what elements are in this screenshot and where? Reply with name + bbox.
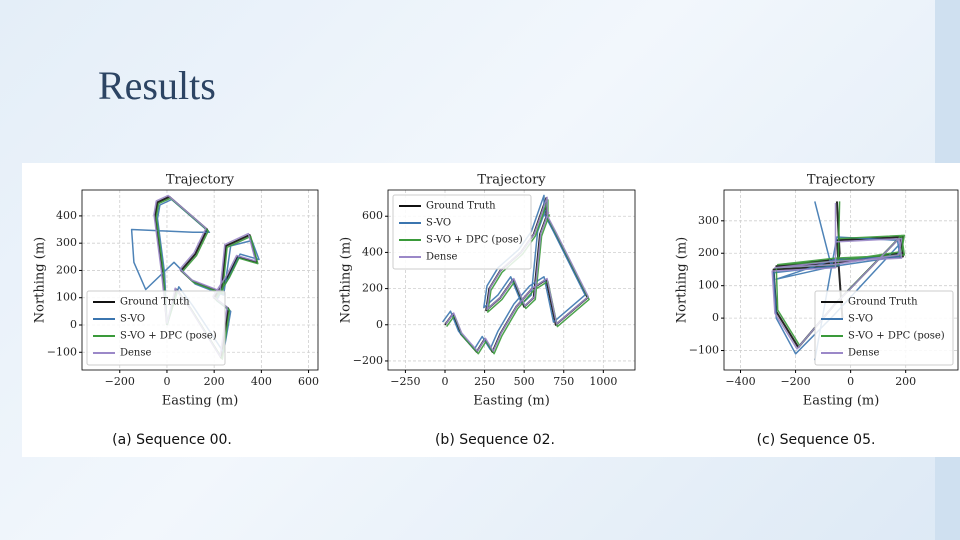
x-axis-label: Easting (m): [473, 394, 550, 409]
y-tick-label: 300: [698, 214, 719, 227]
y-axis-label: Northing (m): [33, 237, 48, 323]
y-tick-label: −200: [353, 354, 383, 367]
x-tick-label: −250: [390, 375, 420, 388]
x-tick-label: 200: [895, 375, 916, 388]
x-tick-label: 400: [251, 375, 272, 388]
trajectory-line: [445, 196, 590, 352]
chart-title: Trajectory: [477, 173, 546, 188]
x-tick-label: 250: [474, 375, 495, 388]
legend-label: Dense: [426, 252, 458, 263]
y-tick-label: 0: [712, 311, 719, 324]
y-tick-label: 200: [362, 282, 383, 295]
y-tick-label: 200: [56, 263, 77, 276]
y-tick-label: 200: [698, 246, 719, 259]
axes-frame: [81, 189, 319, 371]
y-tick-label: 400: [56, 209, 77, 222]
legend-label: Dense: [120, 348, 152, 359]
trajectory-line: [130, 198, 260, 354]
trajectory-line: [441, 194, 586, 350]
caption: (b) Sequence 02.: [435, 432, 555, 448]
trajectory-line: [775, 201, 906, 347]
caption: (a) Sequence 00.: [112, 432, 232, 448]
y-tick-label: −100: [47, 345, 77, 358]
legend-label: S-VO: [120, 314, 145, 325]
legend-label: S-VO + DPC (pose): [426, 235, 523, 246]
legend-label: Dense: [848, 348, 880, 359]
x-axis-label: Easting (m): [162, 394, 239, 409]
x-tick-label: 200: [204, 375, 225, 388]
legend-label: Ground Truth: [848, 297, 918, 308]
legend-box: [814, 290, 954, 366]
x-tick-label: −200: [780, 375, 810, 388]
x-axis-label: Easting (m): [803, 394, 880, 409]
chart-title: Trajectory: [807, 173, 876, 188]
y-tick-label: 600: [362, 209, 383, 222]
legend-label: S-VO + DPC (pose): [120, 331, 217, 342]
chart-title: Trajectory: [166, 173, 235, 188]
y-axis-label: Northing (m): [675, 237, 690, 323]
x-tick-label: 0: [163, 375, 170, 388]
caption: (c) Sequence 05.: [757, 432, 876, 448]
y-axis-label: Northing (m): [339, 237, 354, 323]
x-tick-label: 600: [298, 375, 319, 388]
y-tick-label: 300: [56, 236, 77, 249]
legend-label: Ground Truth: [120, 297, 190, 308]
legend-box: [392, 194, 532, 270]
y-tick-label: 100: [698, 279, 719, 292]
x-tick-label: 750: [553, 375, 574, 388]
x-tick-label: 0: [442, 375, 449, 388]
y-tick-label: 0: [70, 318, 77, 331]
x-tick-label: −200: [105, 375, 135, 388]
slide-title: Results: [98, 63, 216, 108]
trajectory-line: [771, 203, 903, 350]
y-tick-label: −100: [689, 344, 719, 357]
axes-frame: [723, 189, 959, 371]
legend-label: Ground Truth: [426, 201, 496, 212]
trajectory-line: [772, 201, 904, 349]
x-tick-label: 500: [514, 375, 535, 388]
axes-frame: [387, 189, 636, 371]
x-tick-label: 0: [847, 375, 854, 388]
legend-label: S-VO: [848, 314, 873, 325]
trajectory-line: [772, 201, 901, 361]
y-tick-label: 100: [56, 291, 77, 304]
legend-label: S-VO: [426, 218, 451, 229]
x-tick-label: 1000: [589, 375, 617, 388]
y-tick-label: 400: [362, 245, 383, 258]
y-tick-label: 0: [376, 318, 383, 331]
legend-label: S-VO + DPC (pose): [848, 331, 945, 342]
x-tick-label: −400: [725, 375, 755, 388]
legend-box: [86, 290, 226, 366]
